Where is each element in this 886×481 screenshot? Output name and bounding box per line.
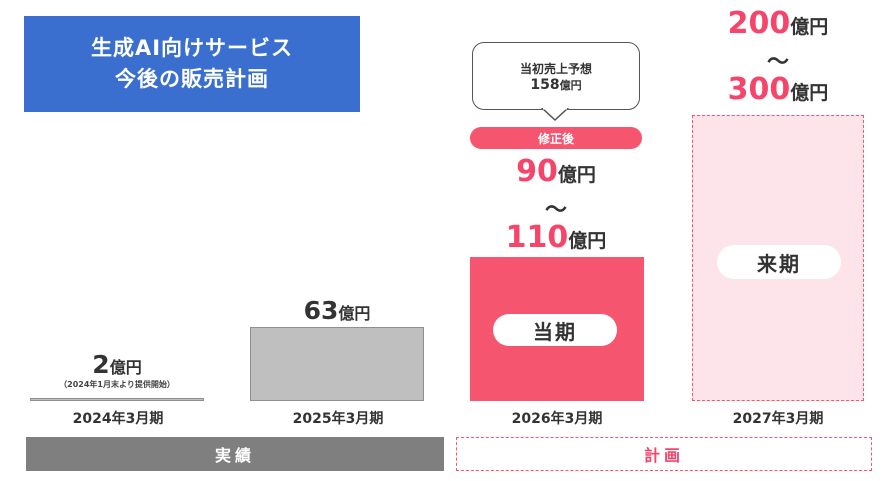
- note-2024: （2024年1月末より提供開始）: [59, 380, 175, 389]
- x-label-2025: 2025年3月期: [292, 411, 384, 427]
- range-tilde-2027: 〜: [766, 50, 789, 75]
- title-line-2: 今後の販売計画: [115, 67, 269, 91]
- x-label-2026: 2026年3月期: [511, 411, 603, 427]
- plan-band: 計画: [456, 437, 872, 471]
- value-high-2027: 300億円: [727, 72, 829, 107]
- x-label-2027: 2027年3月期: [732, 411, 824, 427]
- value-low-2026: 90億円: [516, 154, 596, 189]
- title-line-1: 生成AI向けサービス: [90, 36, 294, 60]
- pill-current-period: 当期: [493, 314, 617, 346]
- value-high-2026: 110億円: [505, 220, 607, 255]
- pill-next-period: 来期: [717, 245, 841, 279]
- chart-title: 生成AI向けサービス 今後の販売計画: [24, 16, 360, 112]
- value-low-2027: 200億円: [727, 6, 829, 41]
- bubble-pointer: [540, 108, 570, 122]
- value-label-2025: 63億円: [303, 296, 371, 325]
- bar-2024: [30, 398, 204, 401]
- range-tilde-2026: 〜: [544, 198, 567, 223]
- revised-tag: 修正後: [470, 127, 642, 149]
- value-label-2024: 2億円: [92, 350, 142, 379]
- actual-band: 実績: [26, 437, 444, 471]
- bar-2025: [250, 327, 424, 401]
- x-label-2024: 2024年3月期: [72, 411, 164, 427]
- original-forecast-bubble: 当初売上予想 158億円: [472, 42, 640, 110]
